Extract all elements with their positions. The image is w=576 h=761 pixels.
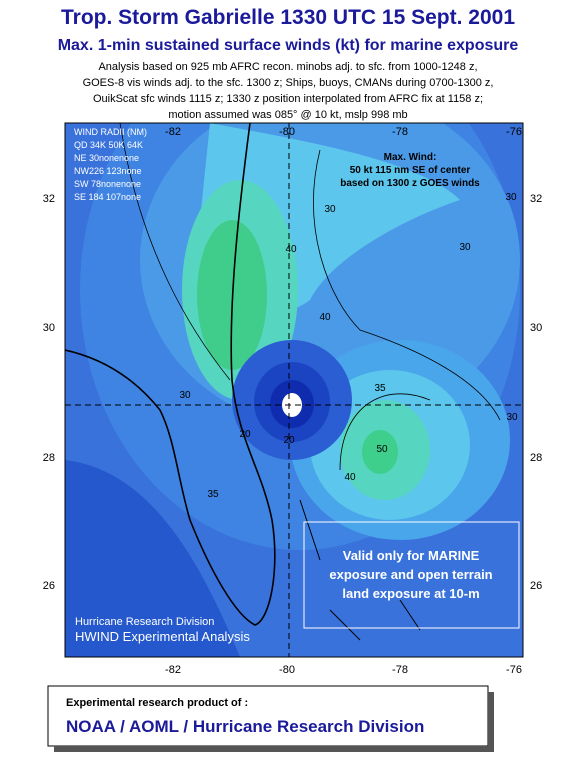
max-wind: based on 1300 z GOES winds bbox=[340, 178, 480, 189]
lat-tick-label: 30 bbox=[530, 322, 542, 334]
lat-tick-label: 28 bbox=[530, 452, 542, 464]
contour-label: 20 bbox=[239, 429, 251, 440]
lon-tick-label: -80 bbox=[279, 664, 295, 676]
contour-label: 40 bbox=[319, 312, 331, 323]
lat-tick-label: 26 bbox=[43, 580, 55, 592]
lon-tick-label: -82 bbox=[165, 126, 181, 138]
analysis-note: GOES-8 vis winds adj. to the sfc. 1300 z… bbox=[83, 77, 494, 89]
contour-label: 40 bbox=[285, 244, 297, 255]
valid-note: land exposure at 10-m bbox=[342, 586, 479, 601]
wind-field bbox=[65, 123, 523, 657]
lat-tick-label: 30 bbox=[43, 322, 55, 334]
lon-tick-label: -80 bbox=[279, 126, 295, 138]
lat-tick-label: 32 bbox=[43, 193, 55, 205]
wind-radii: SW 78nonenone bbox=[74, 179, 141, 189]
contour-label: 30 bbox=[506, 412, 518, 423]
valid-note: Valid only for MARINE bbox=[343, 548, 480, 563]
footer-box bbox=[47, 685, 489, 747]
wind-radii: QD 34K 50K 64K bbox=[74, 140, 143, 150]
wind-radii: WIND RADII (NM) bbox=[74, 127, 147, 137]
footer-org: NOAA / AOML / Hurricane Research Divisio… bbox=[66, 717, 424, 736]
lat-tick-label: 26 bbox=[530, 580, 542, 592]
analysis-note: OuikScat sfc winds 1115 z; 1330 z positi… bbox=[93, 93, 483, 105]
contour-label: 30 bbox=[179, 390, 191, 401]
lon-tick-label: -76 bbox=[506, 664, 522, 676]
contour-label: 20 bbox=[283, 435, 295, 446]
contour-label: 30 bbox=[324, 204, 336, 215]
lon-tick-label: -82 bbox=[165, 664, 181, 676]
analysis-note: Analysis based on 925 mb AFRC recon. min… bbox=[98, 61, 477, 73]
contour-label: 40 bbox=[344, 472, 356, 483]
valid-note: exposure and open terrain bbox=[329, 567, 492, 582]
product: HWIND Experimental Analysis bbox=[75, 629, 250, 644]
lon-tick-label: -78 bbox=[392, 664, 408, 676]
lat-tick-label: 28 bbox=[43, 452, 55, 464]
analysis-note: motion assumed was 085° @ 10 kt, mslp 99… bbox=[168, 109, 407, 121]
contour-label: 30 bbox=[505, 192, 517, 203]
wind-radii: NW226 123none bbox=[74, 166, 142, 176]
title: Trop. Storm Gabrielle 1330 UTC 15 Sept. … bbox=[61, 6, 515, 29]
contour-label: 35 bbox=[207, 489, 219, 500]
wind-radii: SE 184 107none bbox=[74, 192, 141, 202]
subtitle: Max. 1-min sustained surface winds (kt) … bbox=[58, 37, 519, 54]
contour-label: 35 bbox=[374, 383, 386, 394]
contour-label: 30 bbox=[459, 242, 471, 253]
max-wind: Max. Wind: bbox=[384, 152, 437, 163]
max-wind: 50 kt 115 nm SE of center bbox=[350, 165, 471, 176]
lon-tick-label: -78 bbox=[392, 126, 408, 138]
lat-tick-label: 32 bbox=[530, 193, 542, 205]
wind-radii: NE 30nonenone bbox=[74, 153, 139, 163]
lon-tick-label: -76 bbox=[506, 126, 522, 138]
credit: Hurricane Research Division bbox=[75, 616, 214, 628]
contour-label: 50 bbox=[376, 444, 388, 455]
map-frame bbox=[64, 122, 524, 658]
footer-line: Experimental research product of : bbox=[66, 697, 248, 709]
